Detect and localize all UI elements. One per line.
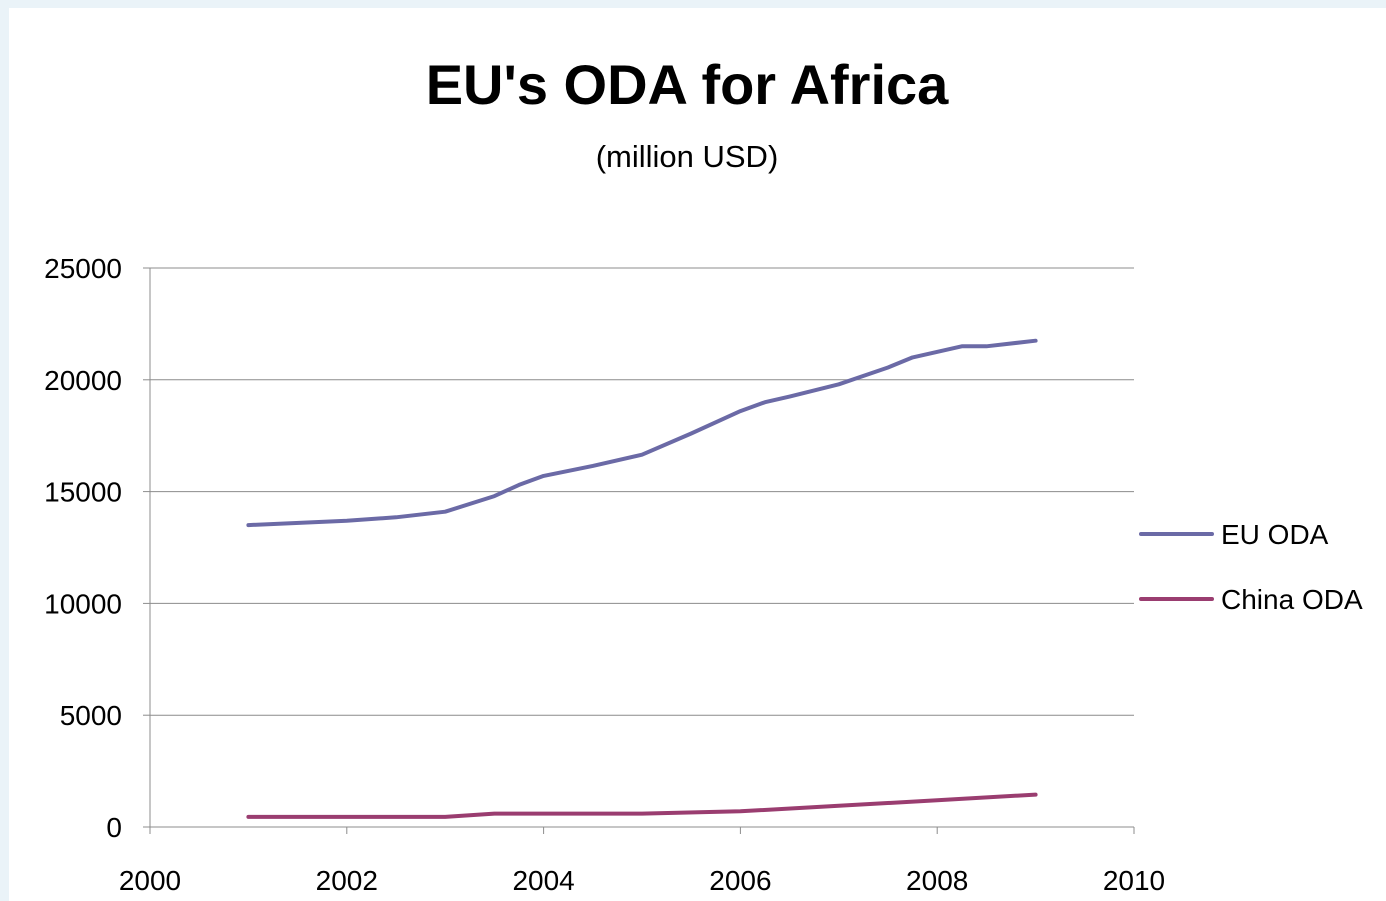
y-tick-label: 25000 <box>44 253 122 284</box>
left-border-strip <box>0 0 9 901</box>
x-tick-label: 2008 <box>906 865 968 896</box>
x-tick-label: 2002 <box>316 865 378 896</box>
top-border-strip <box>0 0 1386 8</box>
x-tick-label: 2010 <box>1103 865 1165 896</box>
y-tick-label: 15000 <box>44 477 122 508</box>
legend-label: EU ODA <box>1221 519 1329 550</box>
gridlines <box>150 267 1134 716</box>
legend: EU ODA China ODA <box>1139 519 1363 615</box>
series-lines <box>246 338 1038 819</box>
chart-title: EU's ODA for Africa <box>426 53 949 116</box>
y-tick-label: 10000 <box>44 588 122 619</box>
chart-subtitle: (million USD) <box>596 139 779 174</box>
y-tick-label: 0 <box>106 812 122 843</box>
x-tick-label: 2000 <box>119 865 181 896</box>
y-tick-label: 20000 <box>44 365 122 396</box>
x-tick-label: 2006 <box>709 865 771 896</box>
series-line-china-oda <box>246 792 1038 819</box>
x-tick-label: 2004 <box>512 865 574 896</box>
legend-label: China ODA <box>1221 584 1363 615</box>
axes: 0 5000 10000 15000 20000 25000 2000 2002 2004 200… <box>44 253 1165 896</box>
y-tick-label: 5000 <box>60 700 122 731</box>
series-line-eu-oda <box>246 338 1038 528</box>
